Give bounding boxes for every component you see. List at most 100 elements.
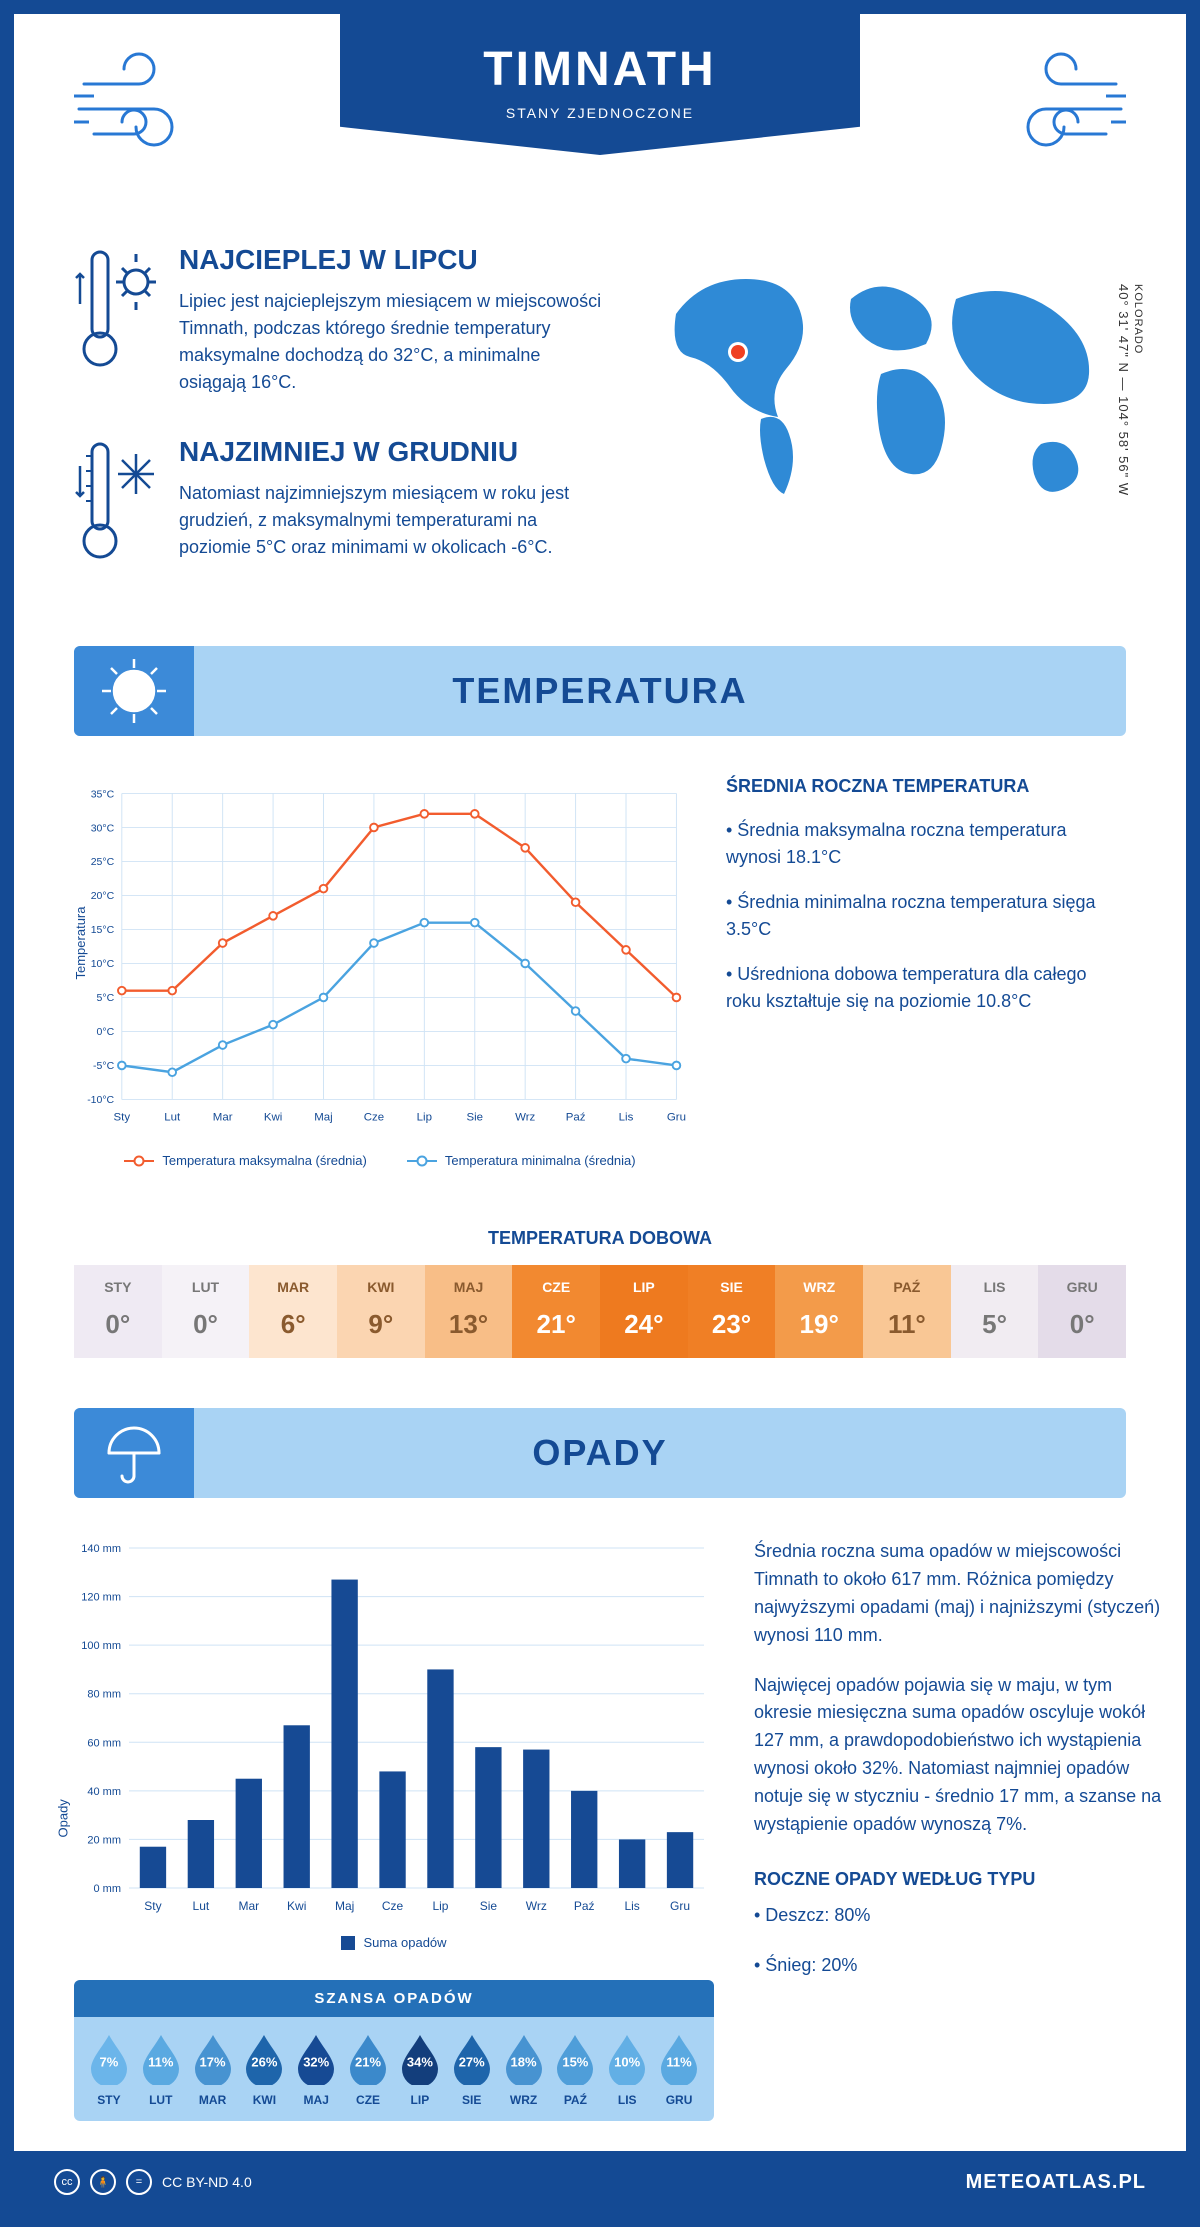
rain-drop: 26%KWI	[239, 2031, 289, 2107]
svg-text:Gru: Gru	[667, 1111, 686, 1123]
svg-text:Cze: Cze	[364, 1111, 384, 1123]
country-subtitle: STANY ZJEDNOCZONE	[360, 105, 840, 121]
svg-text:Paź: Paź	[574, 1899, 595, 1913]
daily-cell: MAR6°	[249, 1265, 337, 1358]
svg-text:5°C: 5°C	[97, 992, 115, 1004]
hottest-text: Lipiec jest najcieplejszym miesiącem w m…	[179, 288, 606, 396]
coldest-title: NAJZIMNIEJ W GRUDNIU	[179, 436, 606, 468]
daily-cell: KWI9°	[337, 1265, 425, 1358]
svg-text:Mar: Mar	[213, 1111, 233, 1123]
rain-drop: 15%PAŹ	[550, 2031, 600, 2107]
rain-drop: 7%STY	[84, 2031, 134, 2107]
daily-cell: CZE21°	[512, 1265, 600, 1358]
svg-text:Wrz: Wrz	[526, 1899, 547, 1913]
sun-icon	[74, 646, 194, 736]
intro-text-column: NAJCIEPLEJ W LIPCU Lipiec jest najcieple…	[74, 244, 606, 606]
avg-temp-title: ŚREDNIA ROCZNA TEMPERATURA	[726, 776, 1126, 797]
svg-text:Lip: Lip	[432, 1899, 448, 1913]
daily-cell: STY0°	[74, 1265, 162, 1358]
svg-text:60 mm: 60 mm	[87, 1737, 121, 1749]
svg-text:Maj: Maj	[335, 1899, 354, 1913]
precip-para2: Najwięcej opadów pojawia się w maju, w t…	[754, 1672, 1174, 1839]
daily-cell: WRZ19°	[775, 1265, 863, 1358]
daily-temp-title: TEMPERATURA DOBOWA	[14, 1228, 1186, 1249]
svg-text:Cze: Cze	[382, 1899, 404, 1913]
hottest-title: NAJCIEPLEJ W LIPCU	[179, 244, 606, 276]
footer-license: cc 🧍 = CC BY-ND 4.0	[54, 2169, 252, 2195]
world-map	[646, 244, 1126, 524]
svg-text:Lut: Lut	[164, 1111, 181, 1123]
rain-drop: 21%CZE	[343, 2031, 393, 2107]
svg-text:Sie: Sie	[466, 1111, 483, 1123]
precip-content: Opady 0 mm20 mm40 mm60 mm80 mm100 mm120 …	[14, 1498, 1186, 2151]
precip-type-b1: • Deszcz: 80%	[754, 1902, 1174, 1930]
rain-drop: 32%MAJ	[291, 2031, 341, 2107]
cc-icon: cc	[54, 2169, 80, 2195]
svg-text:Paź: Paź	[566, 1111, 586, 1123]
svg-text:Sty: Sty	[144, 1899, 161, 1913]
rain-chance-title: SZANSA OPADÓW	[74, 1980, 714, 2017]
avg-temp-b3: • Uśredniona dobowa temperatura dla całe…	[726, 961, 1126, 1015]
thermometer-cold-icon	[74, 436, 159, 566]
svg-text:Mar: Mar	[238, 1899, 259, 1913]
temperature-legend: Temperatura maksymalna (średnia) Tempera…	[74, 1153, 686, 1168]
precip-title: OPADY	[214, 1432, 1126, 1474]
svg-text:15°C: 15°C	[91, 924, 115, 936]
temperature-content: Temperatura -10°C-5°C0°C5°C10°C15°C20°C2…	[14, 736, 1186, 1198]
svg-text:10°C: 10°C	[91, 958, 115, 970]
svg-text:120 mm: 120 mm	[81, 1592, 121, 1604]
svg-text:Lip: Lip	[417, 1111, 432, 1123]
svg-text:Kwi: Kwi	[264, 1111, 282, 1123]
svg-text:Lis: Lis	[619, 1111, 634, 1123]
precip-type-b2: • Śnieg: 20%	[754, 1952, 1174, 1980]
footer-site: METEOATLAS.PL	[966, 2171, 1146, 2194]
svg-text:40 mm: 40 mm	[87, 1786, 121, 1798]
thermometer-hot-icon	[74, 244, 159, 374]
daily-cell: LIS5°	[951, 1265, 1039, 1358]
svg-text:Gru: Gru	[670, 1899, 690, 1913]
umbrella-icon	[74, 1408, 194, 1498]
precip-section-bar: OPADY	[74, 1408, 1126, 1498]
svg-text:Sty: Sty	[114, 1111, 131, 1123]
svg-text:Lis: Lis	[624, 1899, 639, 1913]
svg-text:Maj: Maj	[314, 1111, 332, 1123]
svg-text:140 mm: 140 mm	[81, 1543, 121, 1555]
title-banner: TIMNATH STANY ZJEDNOCZONE	[340, 14, 860, 155]
temperature-title: TEMPERATURA	[214, 670, 1126, 712]
daily-cell: LIP24°	[600, 1265, 688, 1358]
precip-type-title: ROCZNE OPADY WEDŁUG TYPU	[754, 1869, 1174, 1890]
temperature-line-chart: -10°C-5°C0°C5°C10°C15°C20°C25°C30°C35°CS…	[74, 776, 686, 1136]
precip-y-label: Opady	[56, 1799, 71, 1837]
svg-text:0°C: 0°C	[97, 1026, 115, 1038]
svg-text:100 mm: 100 mm	[81, 1640, 121, 1652]
by-icon: 🧍	[90, 2169, 116, 2195]
precip-chart-area: Opady 0 mm20 mm40 mm60 mm80 mm100 mm120 …	[74, 1538, 714, 2121]
avg-temp-b1: • Średnia maksymalna roczna temperatura …	[726, 817, 1126, 871]
temp-y-label: Temperatura	[73, 907, 88, 980]
rain-chance-box: SZANSA OPADÓW 7%STY11%LUT17%MAR26%KWI32%…	[74, 1980, 714, 2121]
intro-section: NAJCIEPLEJ W LIPCU Lipiec jest najcieple…	[14, 214, 1186, 646]
precipitation-bar-chart: 0 mm20 mm40 mm60 mm80 mm100 mm120 mm140 …	[74, 1538, 714, 1918]
svg-text:Sie: Sie	[480, 1899, 498, 1913]
svg-text:Lut: Lut	[193, 1899, 210, 1913]
header: TIMNATH STANY ZJEDNOCZONE	[14, 14, 1186, 214]
daily-cell: MAJ13°	[425, 1265, 513, 1358]
legend-sum: Suma opadów	[341, 1935, 446, 1950]
license-text: CC BY-ND 4.0	[162, 2174, 252, 2190]
rain-drop: 18%WRZ	[499, 2031, 549, 2107]
precip-side-text: Średnia roczna suma opadów w miejscowośc…	[754, 1538, 1174, 2121]
precip-para1: Średnia roczna suma opadów w miejscowośc…	[754, 1538, 1174, 1650]
temperature-chart-area: Temperatura -10°C-5°C0°C5°C10°C15°C20°C2…	[74, 776, 686, 1168]
temperature-section-bar: TEMPERATURA	[74, 646, 1126, 736]
precip-legend: Suma opadów	[74, 1935, 714, 1950]
wind-icon-left	[74, 44, 214, 164]
coldest-text: Natomiast najzimniejszym miesiącem w rok…	[179, 480, 606, 561]
svg-text:0 mm: 0 mm	[94, 1883, 122, 1895]
region-label: KOLORADO	[1132, 284, 1144, 354]
rain-drop: 17%MAR	[188, 2031, 238, 2107]
svg-text:Kwi: Kwi	[287, 1899, 306, 1913]
legend-max: Temperatura maksymalna (średnia)	[124, 1153, 366, 1168]
daily-cell: PAŹ11°	[863, 1265, 951, 1358]
page-container: TIMNATH STANY ZJEDNOCZONE	[0, 0, 1200, 2227]
wind-icon-right	[986, 44, 1126, 164]
